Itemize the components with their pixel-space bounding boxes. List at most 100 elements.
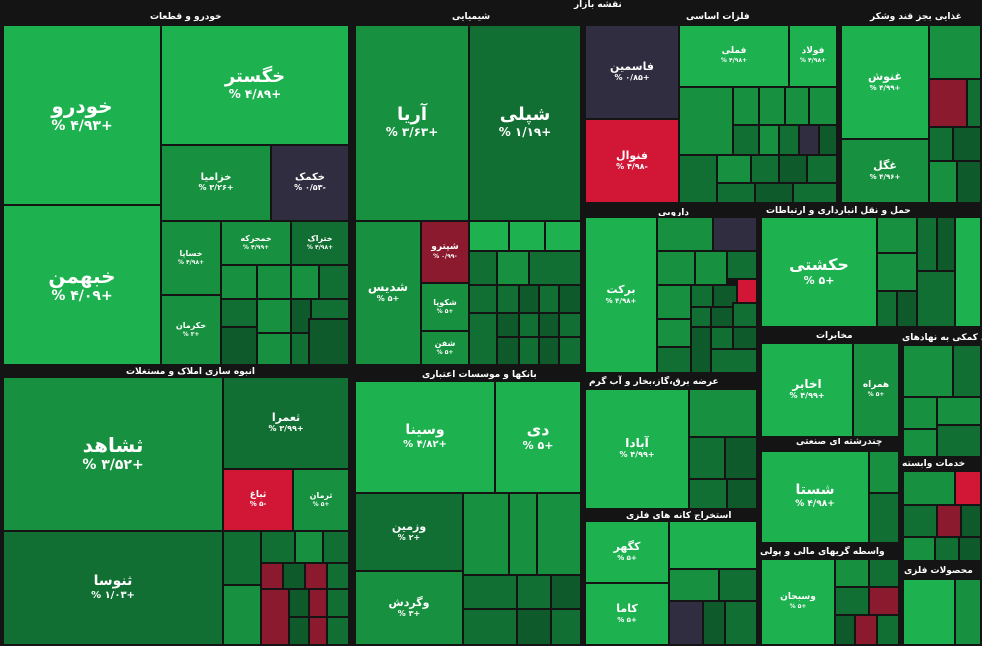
tile-tanosa[interactable]: ثنوسا +۱/۰۳ % bbox=[2, 530, 224, 646]
tile-vsbhan[interactable]: وسبحان +۵ % bbox=[760, 558, 836, 646]
tile-small[interactable] bbox=[260, 588, 290, 646]
tile-small[interactable] bbox=[256, 264, 292, 300]
tile-tbagh[interactable]: ثباغ -۵ % bbox=[222, 468, 294, 532]
tile-small[interactable] bbox=[690, 306, 712, 328]
tile-small[interactable] bbox=[516, 574, 552, 610]
tile-small[interactable] bbox=[902, 536, 936, 562]
tile-small[interactable] bbox=[678, 86, 734, 156]
tile-ghnoush[interactable]: غنوش +۴/۹۹ % bbox=[840, 24, 930, 140]
tile-small[interactable] bbox=[518, 312, 540, 338]
tile-small[interactable] bbox=[716, 182, 756, 204]
tile-small[interactable] bbox=[550, 574, 582, 610]
tile-small[interactable] bbox=[538, 312, 560, 338]
tile-shahad[interactable]: ثشاهد +۳/۵۲ % bbox=[2, 376, 224, 532]
tile-small[interactable] bbox=[496, 312, 520, 338]
tile-khmehre[interactable]: خمحرکه +۴/۹۹ % bbox=[220, 220, 292, 266]
tile-shasta[interactable]: شستا +۴/۹۸ % bbox=[760, 450, 870, 544]
tile-small[interactable] bbox=[678, 154, 718, 204]
tile-shfan[interactable]: شفن +۵ % bbox=[420, 330, 470, 366]
tile-akhaber[interactable]: اخابر +۴/۹۹ % bbox=[760, 342, 854, 438]
tile-small[interactable] bbox=[954, 470, 982, 506]
tile-small[interactable] bbox=[732, 124, 760, 156]
tile-small[interactable] bbox=[528, 250, 582, 286]
tile-kgohar[interactable]: کگهر +۵ % bbox=[584, 520, 670, 584]
tile-small[interactable] bbox=[656, 318, 692, 348]
tile-small[interactable] bbox=[834, 614, 856, 646]
tile-small[interactable] bbox=[718, 568, 758, 602]
tile-small[interactable] bbox=[690, 326, 712, 374]
tile-small[interactable] bbox=[710, 306, 734, 328]
tile-small[interactable] bbox=[222, 584, 262, 646]
tile-small[interactable] bbox=[668, 568, 720, 602]
tile-small[interactable] bbox=[928, 160, 958, 204]
tile-small[interactable] bbox=[688, 436, 726, 480]
tile-small[interactable] bbox=[868, 558, 900, 588]
tile-small[interactable] bbox=[902, 428, 938, 458]
tile-small[interactable] bbox=[936, 216, 956, 272]
tile-hekshti[interactable]: حکشتی +۵ % bbox=[760, 216, 878, 328]
tile-small[interactable] bbox=[544, 220, 582, 252]
tile-small[interactable] bbox=[694, 250, 728, 286]
tile-khsapa[interactable]: خساپا +۴/۹۸ % bbox=[160, 220, 222, 296]
tile-small[interactable] bbox=[496, 336, 520, 366]
tile-small[interactable] bbox=[310, 298, 350, 320]
tile-small[interactable] bbox=[902, 396, 938, 430]
tile-small[interactable] bbox=[916, 270, 956, 328]
tile-khzamia[interactable]: خزامیا +۳/۲۶ % bbox=[160, 144, 272, 222]
tile-small[interactable] bbox=[308, 588, 328, 618]
tile-small[interactable] bbox=[508, 492, 538, 576]
tile-small[interactable] bbox=[954, 578, 982, 646]
tile-small[interactable] bbox=[702, 600, 726, 646]
tile-small[interactable] bbox=[462, 492, 510, 576]
tile-small[interactable] bbox=[518, 336, 540, 366]
tile-small[interactable] bbox=[936, 504, 962, 538]
tile-small[interactable] bbox=[668, 520, 758, 570]
tile-fnoval[interactable]: فنوال -۴/۹۸ % bbox=[584, 118, 680, 204]
tile-small[interactable] bbox=[538, 284, 560, 314]
tile-small[interactable] bbox=[808, 86, 838, 126]
tile-small[interactable] bbox=[834, 558, 870, 588]
tile-small[interactable] bbox=[896, 290, 918, 328]
tile-small[interactable] bbox=[550, 608, 582, 646]
tile-khodro[interactable]: خودرو +۴/۹۳ % bbox=[2, 24, 162, 206]
tile-khbahman[interactable]: خبهمن +۴/۰۹ % bbox=[2, 204, 162, 366]
tile-small[interactable] bbox=[536, 492, 582, 576]
tile-small[interactable] bbox=[798, 124, 820, 156]
tile-small[interactable] bbox=[656, 250, 696, 286]
tile-small[interactable] bbox=[468, 284, 498, 314]
tile-small[interactable] bbox=[260, 530, 296, 564]
tile-vazmin[interactable]: وزمین +۲ % bbox=[354, 492, 464, 572]
tile-small[interactable] bbox=[928, 24, 982, 80]
tile-small[interactable] bbox=[688, 388, 758, 438]
tile-small[interactable] bbox=[732, 86, 760, 126]
tile-kama[interactable]: کاما +۵ % bbox=[584, 582, 670, 646]
tile-small[interactable] bbox=[754, 182, 794, 204]
tile-khkomak[interactable]: خکمک -۰/۵۳ % bbox=[270, 144, 350, 222]
tile-small[interactable] bbox=[936, 424, 982, 458]
tile-small[interactable] bbox=[518, 284, 540, 314]
tile-small[interactable] bbox=[288, 616, 310, 646]
tile-small[interactable] bbox=[318, 264, 350, 300]
tile-shepli[interactable]: شپلی +۱/۱۹ % bbox=[468, 24, 582, 222]
tile-small[interactable] bbox=[308, 318, 350, 366]
tile-small[interactable] bbox=[290, 264, 320, 300]
tile-small[interactable] bbox=[468, 250, 498, 286]
tile-small[interactable] bbox=[716, 154, 752, 184]
tile-small[interactable] bbox=[220, 298, 258, 328]
tile-small[interactable] bbox=[516, 608, 552, 646]
tile-small[interactable] bbox=[732, 326, 758, 350]
tile-small[interactable] bbox=[966, 78, 982, 128]
tile-fasmin[interactable]: فاسمین +۰/۸۵ % bbox=[584, 24, 680, 120]
tile-small[interactable] bbox=[778, 124, 800, 156]
tile-small[interactable] bbox=[936, 396, 982, 426]
tile-small[interactable] bbox=[468, 220, 510, 252]
tile-foulad[interactable]: فولاد +۴/۹۸ % bbox=[788, 24, 838, 88]
tile-small[interactable] bbox=[750, 154, 780, 184]
tile-small[interactable] bbox=[468, 312, 498, 366]
tile-small[interactable] bbox=[656, 346, 692, 374]
tile-small[interactable] bbox=[256, 332, 292, 366]
tile-abada[interactable]: آبادا +۴/۹۹ % bbox=[584, 388, 690, 510]
tile-small[interactable] bbox=[220, 264, 258, 300]
tile-small[interactable] bbox=[724, 600, 758, 646]
tile-small[interactable] bbox=[668, 600, 704, 646]
